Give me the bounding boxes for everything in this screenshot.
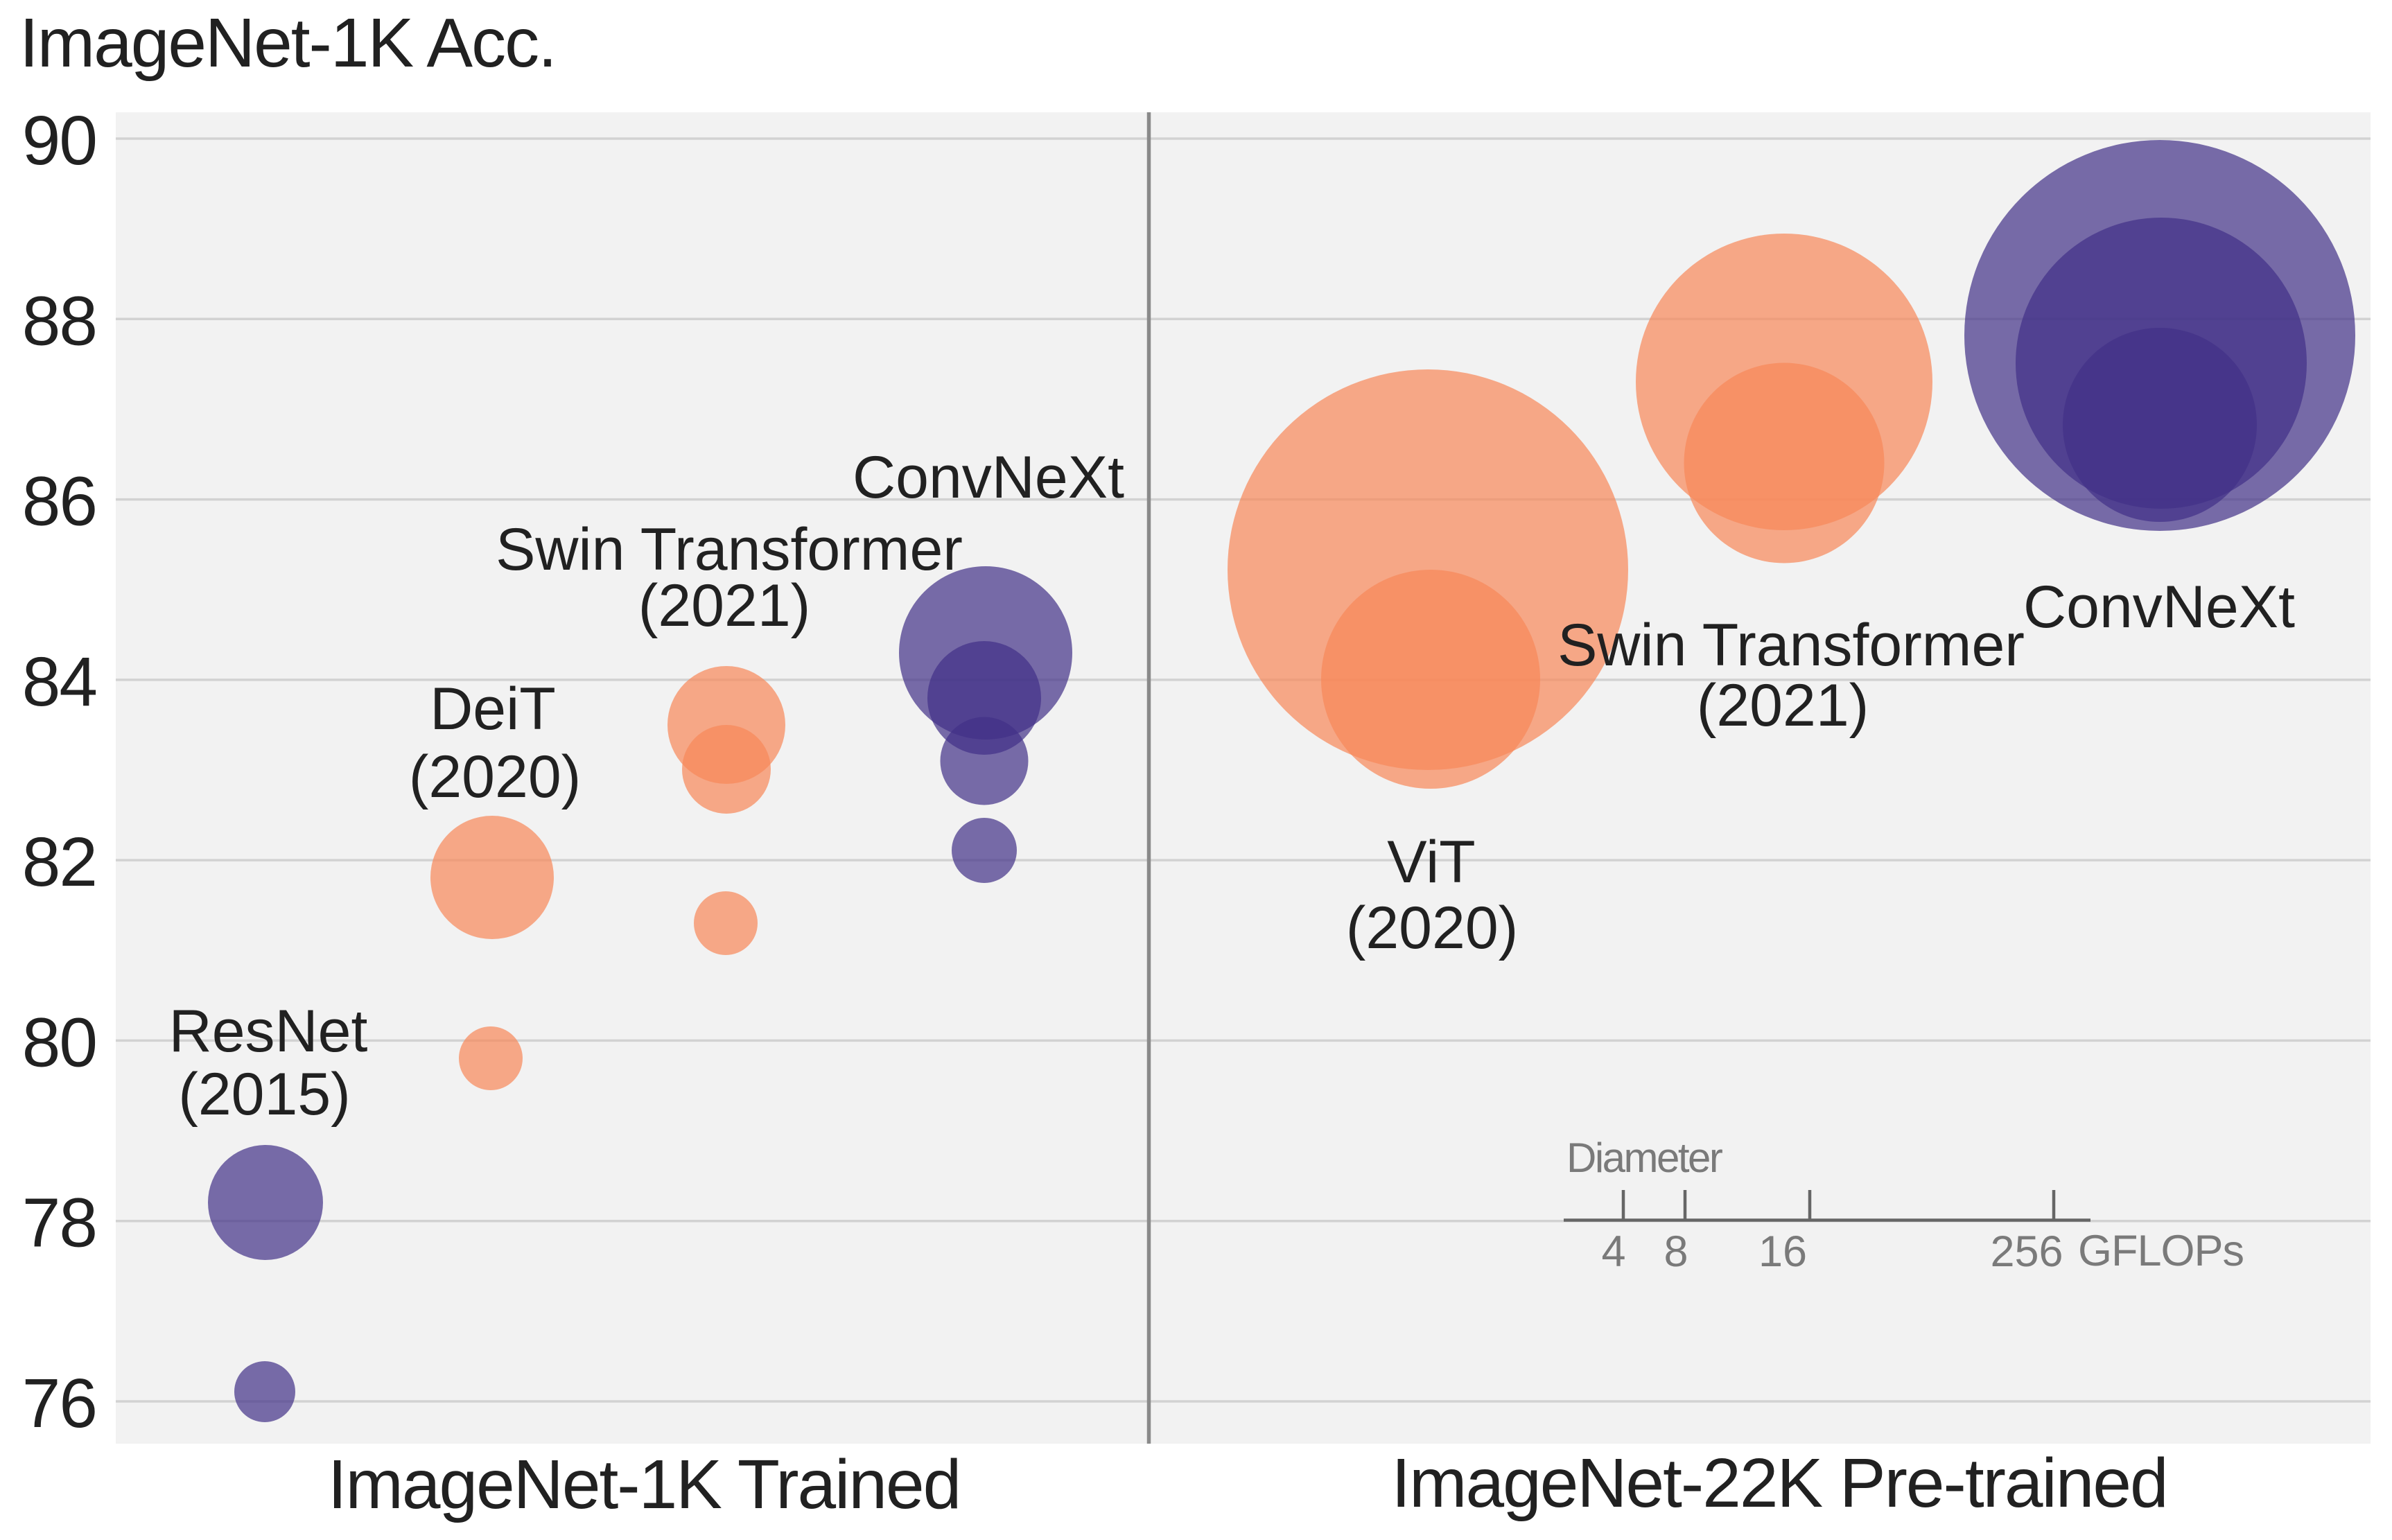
svg-text:DeiT: DeiT [430, 676, 556, 742]
svg-text:78: 78 [22, 1184, 96, 1262]
svg-text:76: 76 [22, 1365, 96, 1442]
svg-text:ViT: ViT [1387, 829, 1475, 895]
svg-text:16: 16 [1758, 1227, 1807, 1276]
svg-text:(2015): (2015) [178, 1061, 351, 1128]
svg-text:(2021): (2021) [638, 572, 811, 639]
svg-text:82: 82 [22, 823, 96, 901]
svg-text:86: 86 [22, 463, 96, 541]
svg-text:80: 80 [22, 1004, 96, 1081]
svg-text:Swin Transformer: Swin Transformer [1557, 612, 2025, 679]
svg-text:(2021): (2021) [1697, 672, 1869, 739]
svg-text:ImageNet-22K Pre-trained: ImageNet-22K Pre-trained [1391, 1444, 2167, 1522]
svg-text:ImageNet-1K Trained: ImageNet-1K Trained [328, 1446, 961, 1523]
svg-text:ResNet: ResNet [169, 998, 368, 1065]
svg-text:8: 8 [1664, 1227, 1688, 1276]
svg-text:ConvNeXt: ConvNeXt [853, 444, 1124, 511]
svg-text:ImageNet-1K Acc.: ImageNet-1K Acc. [19, 4, 556, 82]
svg-text:84: 84 [22, 643, 96, 721]
svg-text:GFLOPs: GFLOPs [2078, 1227, 2244, 1275]
svg-text:88: 88 [22, 282, 96, 360]
svg-text:Swin Transformer: Swin Transformer [496, 516, 963, 583]
svg-text:Diameter: Diameter [1566, 1135, 1722, 1181]
svg-text:(2020): (2020) [409, 744, 582, 810]
svg-text:90: 90 [22, 102, 96, 180]
svg-text:4: 4 [1601, 1227, 1625, 1276]
svg-text:256: 256 [1990, 1227, 2063, 1276]
svg-text:(2020): (2020) [1346, 895, 1519, 961]
svg-text:ConvNeXt: ConvNeXt [2023, 574, 2295, 640]
